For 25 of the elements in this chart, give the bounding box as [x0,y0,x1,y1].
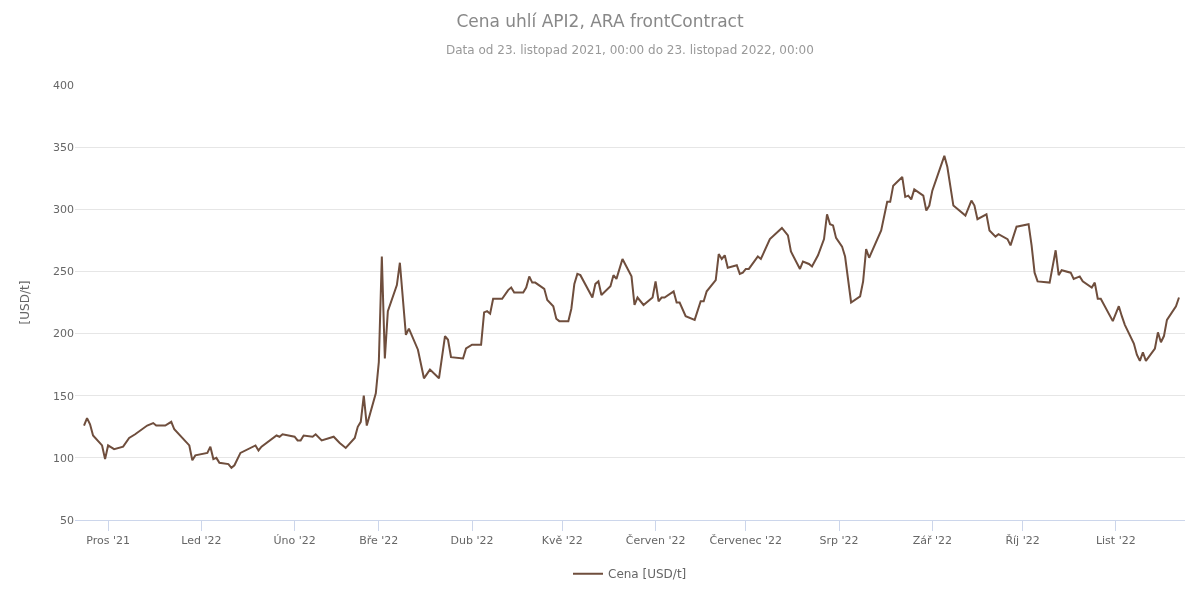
x-tick-label: Kvě '22 [541,534,583,548]
y-tick-label: 300 [53,203,74,217]
x-tick-label: Úno '22 [273,534,316,548]
y-tick-label: 350 [53,140,74,154]
y-tick-label: 400 [53,78,74,92]
x-tick-label: Zář '22 [912,534,952,548]
x-tick-label: Červen '22 [625,534,686,548]
x-tick-label: List '22 [1095,534,1136,548]
x-tick-label: Říj '22 [1005,534,1040,548]
y-axis-title: [USD/t] [18,280,33,325]
x-tick-label: Led '22 [181,534,222,548]
line-series [83,154,1180,469]
y-tick-label: 100 [53,451,74,465]
y-tick-label: 150 [53,389,74,403]
x-tick-label: Červenec '22 [709,534,783,548]
y-tick-label: 250 [53,265,74,279]
legend-label: Cena [USD/t] [608,567,687,582]
x-tick-label: Dub '22 [450,534,494,548]
y-tick-label: 50 [60,513,74,527]
chart-title: Cena uhlí API2, ARA frontContract [456,10,744,31]
chart-subtitle: Data od 23. listopad 2021, 00:00 do 23. listopad 2022, 00:00 [446,43,814,57]
y-tick-label: 200 [53,327,74,341]
x-tick-label: Bře '22 [359,534,399,548]
x-tick-label: Pros '21 [86,534,130,548]
x-tick-label: Srp '22 [819,534,859,548]
